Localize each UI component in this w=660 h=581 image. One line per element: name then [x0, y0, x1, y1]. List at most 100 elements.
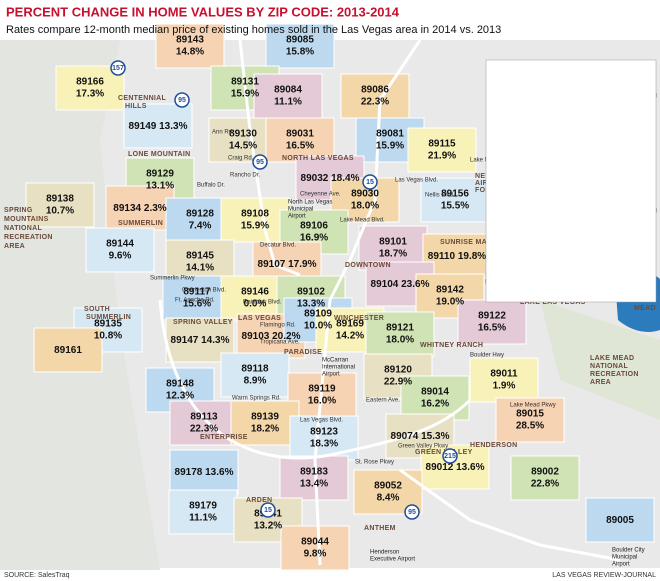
mountain-area	[0, 40, 160, 570]
table-box	[485, 59, 657, 303]
zip-code: 89002	[531, 467, 559, 478]
street-label: Lake Mead Blvd.	[340, 218, 385, 224]
zip-code: 89128	[186, 209, 214, 220]
zip-change: 10.7%	[46, 206, 74, 217]
roads	[158, 39, 621, 566]
zip-change: 8.9%	[244, 376, 267, 387]
zip-code: 89117	[183, 287, 211, 298]
subtitle: Rates compare 12-month median price of e…	[6, 24, 501, 36]
zip-change: 15.8%	[286, 47, 314, 58]
zip-code: 89149	[129, 121, 157, 132]
zip-change: 13.4%	[300, 479, 328, 490]
zip-label: 89012 13.6%	[426, 462, 485, 473]
zip-zone	[85, 227, 155, 273]
street-label: Lake Mead Pkwy	[510, 403, 556, 409]
beltway	[158, 299, 472, 460]
street-label: Eastern Ave.	[366, 398, 400, 404]
zip-label: 89107 17.9%	[258, 259, 317, 270]
zip-code: 89107	[258, 259, 286, 270]
street-label: Nellis Blvd.	[425, 193, 455, 199]
zip-zone	[510, 455, 580, 501]
street-label: Warm Springs Rd.	[232, 396, 281, 402]
zip-change: 19.8%	[458, 251, 486, 262]
zip-change: 19.0%	[436, 297, 464, 308]
highway-shield	[404, 504, 420, 520]
zip-change: 10.8%	[94, 331, 122, 342]
zip-change: 20.2%	[272, 331, 300, 342]
zip-change: 13.2%	[254, 521, 282, 532]
zip-zone	[155, 23, 225, 69]
highway-number: 215	[444, 453, 456, 460]
place-label: WHITNEY RANCH	[420, 342, 483, 349]
zip-label: 89147 14.3%	[171, 335, 230, 346]
airport-label: Municipal	[612, 555, 637, 561]
place-label: PARADISE	[284, 349, 322, 356]
zip-code: 89119	[308, 384, 336, 395]
zip-change: 15.9%	[241, 221, 269, 232]
zip-change: 11.1%	[274, 97, 302, 108]
zip-code: 89179	[189, 501, 217, 512]
zip-change: 14.3%	[201, 335, 229, 346]
zip-code: 89015	[516, 409, 544, 420]
zip-zone	[457, 299, 527, 345]
zip-code: 89131	[231, 77, 259, 88]
zip-code: 89183	[300, 467, 328, 478]
zip-zone	[365, 311, 435, 357]
airport-label: Airport	[288, 214, 306, 220]
zip-change: 9.8%	[304, 549, 327, 560]
highway-shield	[110, 60, 126, 76]
zip-code: 89129	[146, 169, 174, 180]
highway-number: 157	[112, 65, 124, 72]
place-label: RECREATION	[4, 234, 53, 241]
highway-number: 95	[256, 159, 264, 166]
zip-zone	[33, 327, 103, 373]
airport-label: McCarran	[322, 358, 348, 364]
street-label: Rainbow Blvd.	[243, 300, 282, 306]
zip-change: 1.9%	[493, 381, 516, 392]
place-label: LAKE MEAD	[590, 355, 634, 362]
zip-change: 0.0%	[244, 299, 267, 310]
street-label: Decatur Blvd.	[260, 243, 296, 249]
zip-code: 89106	[300, 221, 328, 232]
place-label: AREA	[4, 243, 25, 250]
zip-code: 89146	[241, 287, 269, 298]
zip-change: 12.3%	[166, 391, 194, 402]
place-label: SUMMERLIN	[118, 220, 163, 227]
zip-code: 89103	[242, 331, 270, 342]
zip-change: 16.2%	[421, 399, 449, 410]
zip-label: 89005	[606, 515, 634, 526]
zip-zone	[162, 275, 232, 321]
street-label: St. Rose Pkwy	[355, 460, 394, 466]
zip-change: 10.0%	[304, 321, 332, 332]
zip-zone	[265, 117, 335, 163]
zip-label: 89161	[54, 345, 82, 356]
zip-change: 15.9%	[376, 141, 404, 152]
place-label: SUNRISE MANOR	[440, 239, 503, 246]
zip-change: 8.4%	[377, 493, 400, 504]
zip-change: 15.9%	[231, 89, 259, 100]
zip-change: 13.1%	[146, 181, 174, 192]
zip-zone	[400, 375, 470, 421]
zip-code: 89143	[176, 35, 204, 46]
place-label: ENTERPRISE	[200, 434, 248, 441]
zip-code: 89085	[286, 35, 314, 46]
zip-code: 89144	[106, 239, 134, 250]
place-label: SPRING	[4, 207, 33, 214]
zip-zone	[340, 73, 410, 119]
zip-change: 22.3%	[190, 424, 218, 435]
source: SOURCE: SalesTraq	[4, 572, 70, 579]
zip-change: 9.6%	[109, 251, 132, 262]
zip-zone	[230, 400, 300, 446]
zip-code: 89121	[386, 323, 414, 334]
zip-zone	[253, 73, 323, 119]
zip-change: 15.3%	[421, 431, 449, 442]
street-label: Craig Rd.	[228, 156, 254, 162]
place-label: AREA	[590, 379, 611, 386]
street-label: Rancho Dr.	[230, 173, 260, 179]
street-label: Las Vegas Blvd.	[300, 418, 343, 424]
zip-zone	[105, 185, 175, 231]
zip-code: 89030	[351, 189, 379, 200]
airport-label: International	[322, 365, 355, 371]
zip-code: 89012	[426, 462, 454, 473]
zip-change: 22.3%	[361, 97, 389, 108]
